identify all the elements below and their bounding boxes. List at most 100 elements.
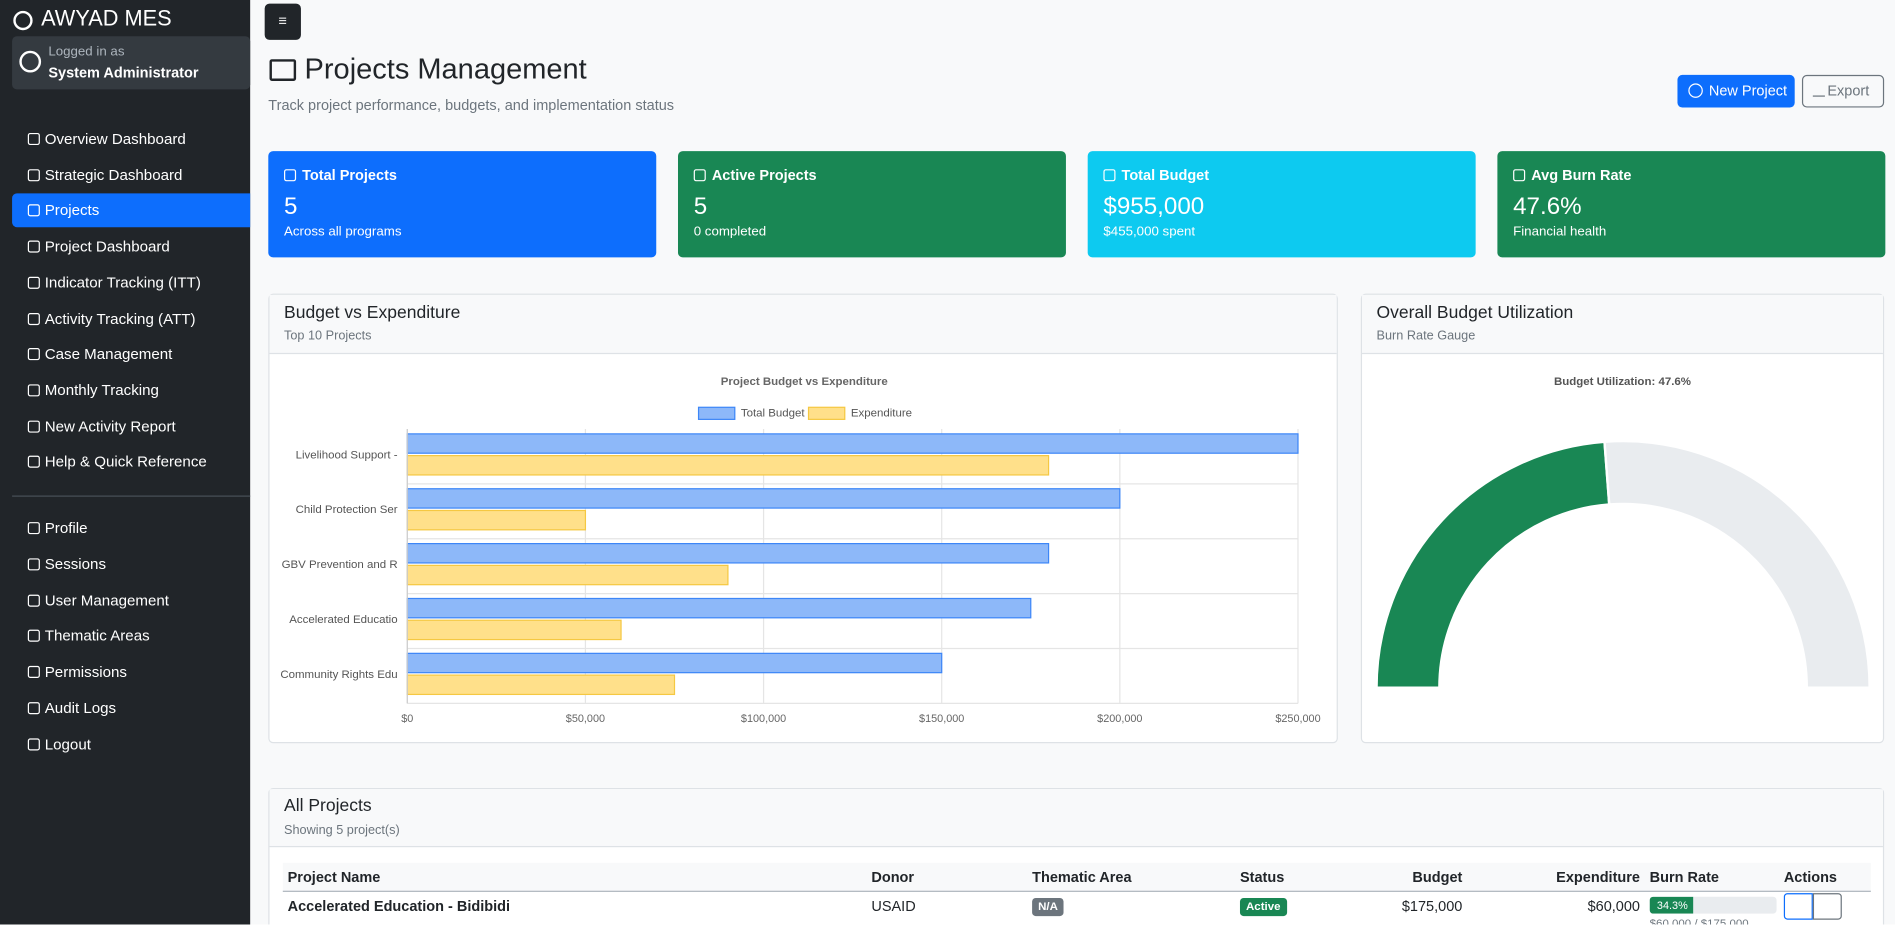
burn-label: 34.3% [1656,899,1688,912]
user-icon [19,50,42,73]
nav-link[interactable]: Case Management [12,337,250,371]
chart: Budget Utilization: 47.6% [1375,376,1871,689]
nav-link[interactable]: Strategic Dashboard [12,158,250,192]
nav-label: Help & Quick Reference [44,453,207,471]
nav-icon [27,702,40,715]
thematic-badge: N/A [1032,897,1064,917]
x-tick-label: $100,000 [741,713,786,725]
panel-header [269,789,1883,848]
page-subtitle: Track project performance, budgets, and … [268,96,675,114]
panel-subtitle: Burn Rate Gauge [1376,328,1476,344]
nav-link[interactable]: Overview Dashboard [12,122,250,156]
nav-icon [27,312,40,325]
nav-link[interactable]: Activity Tracking (ATT) [12,302,250,336]
card-note: Across all programs [284,224,402,240]
gauge-segment [1603,439,1871,689]
nav-link[interactable]: Logout [12,727,250,761]
bar [406,433,1299,454]
y-tick-label: Child Protection Ser [296,504,398,516]
bar [406,488,1121,509]
panel-header [269,294,1337,355]
table-header: Actions [1783,868,1838,886]
table-title: All Projects [284,796,372,816]
nav-icon [27,522,40,535]
sidebar: AWYAD MES Logged in as System Administrato… [0,0,251,925]
nav-icon [27,558,40,571]
bar [406,597,1032,619]
x-tick-label: $250,000 [1275,713,1320,725]
nav-icon [27,348,40,361]
x-tick-label: $50,000 [566,713,605,725]
nav-icon [27,276,40,289]
burn-bar [1649,896,1694,914]
plus-icon [1688,83,1703,98]
nav-link[interactable]: Project Dashboard [12,230,250,264]
legend-label: Total Budget [741,407,806,419]
nav-label: Strategic Dashboard [44,166,183,184]
burn-track: 34.3% [1649,896,1777,914]
nav-label: Profile [44,519,88,537]
nav-label: New Activity Report [44,417,176,435]
x-tick-label: $150,000 [919,713,964,725]
card-value: $955,000 [1103,193,1205,220]
nav-icon [27,168,40,181]
stat-card: Total Projects 5 Across all programs [268,151,657,258]
chart: Project Budget vs Expenditure Total Budge… [280,376,1320,725]
nav-link[interactable]: Sessions [12,547,250,581]
table-header: Burn Rate [1649,868,1719,886]
nav-link[interactable]: Permissions [12,655,250,689]
y-tick-label: Community Rights Edu [280,669,397,681]
nav-link[interactable]: Profile [12,511,250,545]
export-button[interactable]: Export [1801,74,1885,108]
nav-label: Overview Dashboard [44,130,186,148]
y-tick-label: GBV Prevention and R [282,559,398,571]
nav-icon [27,132,40,146]
title-icon [269,59,297,81]
table-head-row [282,862,1871,892]
user-name: System Administrator [48,64,199,81]
legend-swatch [697,406,736,420]
stat-card: Total Budget $955,000 $455,000 spent [1087,151,1476,258]
nav-link[interactable]: New Activity Report [12,409,250,443]
nav-label: User Management [44,591,169,609]
card-note: Financial health [1513,224,1607,240]
nav-link[interactable]: Help & Quick Reference [12,445,250,479]
nav-label: Logout [44,735,91,753]
card-value: 47.6% [1513,193,1582,220]
gauge-segment [1375,440,1611,689]
nav-label: Case Management [44,345,173,363]
card-title: Total Budget [1121,166,1210,184]
edit-button[interactable] [1812,893,1842,920]
nav-link[interactable]: User Management [12,583,250,617]
nav-icon [27,738,40,751]
nav-link[interactable]: Monthly Tracking [12,373,250,407]
stat-card: Active Projects 5 0 completed [677,151,1066,258]
menu-toggle[interactable]: ≡ [264,3,301,40]
card-note: $455,000 spent [1103,224,1196,240]
bar [406,652,943,674]
budget: $175,000 [1401,897,1463,915]
nav-link[interactable]: Audit Logs [12,691,250,725]
nav-link[interactable]: Projects [12,193,251,228]
view-button[interactable] [1783,893,1813,920]
nav-label: Sessions [44,555,107,573]
divider [12,495,251,497]
download-icon [1812,85,1825,97]
nav-icon [27,204,40,217]
card-value: 5 [693,193,708,220]
nav-link[interactable]: Indicator Tracking (ITT) [12,266,250,300]
card-note: 0 completed [693,224,767,240]
brand-icon [13,10,33,31]
table-header: Status [1239,868,1285,886]
project-name: Accelerated Education - Bidibidi [287,897,511,915]
nav-link[interactable]: Thematic Areas [12,619,250,653]
chart-title: Project Budget vs Expenditure [721,376,888,388]
burn-detail: $60,000 / $175,000 [1649,917,1749,925]
nav-label: Indicator Tracking (ITT) [44,274,201,292]
page-title: Projects Management [304,53,587,86]
table-header: Expenditure [1556,868,1641,886]
nav-icon [27,240,40,253]
bar [406,455,1050,476]
nav-icon [27,594,40,607]
